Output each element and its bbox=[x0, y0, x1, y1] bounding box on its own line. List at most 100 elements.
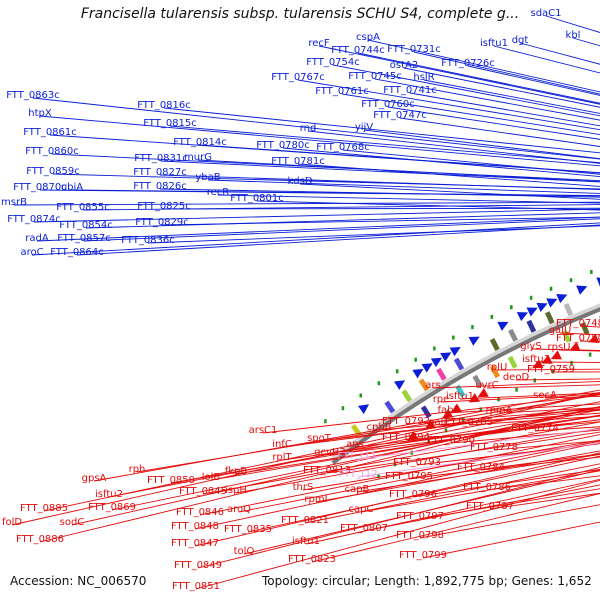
red-label-ftt-0835[interactable]: FTT_0835 bbox=[224, 524, 272, 535]
red-label-ftt-0807[interactable]: FTT_0807 bbox=[340, 523, 388, 534]
red-label-capc[interactable]: capC bbox=[349, 504, 374, 515]
blue-label-ftt-0760c[interactable]: FTT_0760c bbox=[361, 99, 415, 110]
red-label-lolb[interactable]: lolB bbox=[202, 472, 221, 483]
red-label-ftt-0794[interactable]: FTT_0794 bbox=[382, 432, 430, 443]
red-label-ftt-0785[interactable]: FTT_0785 bbox=[445, 417, 493, 428]
blue-label-ftt-0761c[interactable]: FTT_0761c bbox=[315, 86, 369, 97]
red-label-ftt-0851[interactable]: FTT_0851 bbox=[172, 581, 220, 592]
red-label-gcvh2[interactable]: gcvH2 bbox=[314, 447, 346, 458]
red-label-ftt-0793[interactable]: FTT_0793 bbox=[393, 457, 441, 468]
blue-label-ftt-0741c[interactable]: FTT_0741c bbox=[383, 85, 437, 96]
red-label-isftu1[interactable]: isftu1 bbox=[522, 354, 550, 365]
red-label-isftu2[interactable]: isftu2 bbox=[95, 489, 123, 500]
red-label-gpsa[interactable]: gpsA bbox=[82, 473, 107, 484]
red-label-gale[interactable]: galE bbox=[428, 417, 450, 428]
red-label-ftt-0850[interactable]: FTT_0850 bbox=[147, 475, 195, 486]
blue-label-kdsd[interactable]: kdsD bbox=[287, 176, 312, 187]
blue-label-ftt-0864c[interactable]: FTT_0864c bbox=[50, 247, 104, 258]
red-label-cphb[interactable]: cphB bbox=[366, 422, 391, 433]
blue-label-ftt-0747c[interactable]: FTT_0747c bbox=[373, 110, 427, 121]
blue-label-rada[interactable]: radA bbox=[25, 233, 49, 244]
red-label-aroq[interactable]: aroQ bbox=[227, 504, 251, 515]
red-label-rph[interactable]: rph bbox=[129, 464, 146, 475]
red-label-fold[interactable]: folD bbox=[2, 517, 22, 528]
red-label-rplt[interactable]: rplT bbox=[272, 452, 292, 463]
blue-label-dgt[interactable]: dgt bbox=[512, 35, 529, 46]
red-label-rpsu[interactable]: rpsU bbox=[548, 342, 571, 353]
red-label-ftt-0778[interactable]: FTT_0778 bbox=[470, 442, 518, 453]
red-label-ftt-0796[interactable]: FTT_0796 bbox=[389, 489, 437, 500]
blue-label-kbl[interactable]: kbl bbox=[566, 30, 581, 41]
red-label-ftt-0798[interactable]: FTT_0798 bbox=[396, 530, 444, 541]
blue-label-ftt-0780c[interactable]: FTT_0780c bbox=[256, 140, 310, 151]
red-label-isftu1[interactable]: isftu1 bbox=[446, 391, 474, 402]
red-label-isph[interactable]: ispH bbox=[225, 485, 247, 496]
blue-label-ftt-0855c[interactable]: FTT_0855c bbox=[56, 202, 110, 213]
red-label-ftt-0774[interactable]: FTT_0774 bbox=[511, 423, 559, 434]
red-label-glys[interactable]: glyS bbox=[520, 341, 541, 352]
red-label-ftt-0847[interactable]: FTT_0847 bbox=[171, 538, 219, 549]
red-label-ftt-0869[interactable]: FTT_0869 bbox=[88, 502, 136, 513]
red-label-galu[interactable]: galU bbox=[549, 325, 572, 336]
blue-label-ftt-0767c[interactable]: FTT_0767c bbox=[271, 72, 325, 83]
red-label-uvrc[interactable]: uvrC bbox=[475, 380, 498, 391]
blue-label-ftt-0825c[interactable]: FTT_0825c bbox=[137, 201, 191, 212]
blue-label-ftt-0863c[interactable]: FTT_0863c bbox=[6, 90, 60, 101]
red-label-ans[interactable]: ans bbox=[346, 439, 364, 450]
trna-label-ftt-t12[interactable]: FTT_t12 bbox=[338, 469, 377, 480]
red-label-ftt-0813[interactable]: FTT_0813 bbox=[303, 465, 351, 476]
blue-label-osta2[interactable]: ostA2 bbox=[390, 60, 418, 71]
blue-label-ftt-0874c[interactable]: FTT_0874c bbox=[7, 214, 61, 225]
blue-label-ftt-0816c[interactable]: FTT_0816c bbox=[137, 100, 191, 111]
red-label-ftt-0795[interactable]: FTT_0795 bbox=[385, 471, 433, 482]
red-label-ftt-0797[interactable]: FTT_0797 bbox=[396, 511, 444, 522]
red-label-isftu1[interactable]: isftu1 bbox=[292, 536, 320, 547]
red-label-ftt-0849[interactable]: FTT_0849 bbox=[174, 560, 222, 571]
red-label-rpe[interactable]: rpe bbox=[433, 394, 450, 405]
blue-label-ftt-0829c[interactable]: FTT_0829c bbox=[135, 217, 189, 228]
blue-label-sdac1[interactable]: sdaC1 bbox=[530, 8, 561, 19]
blue-label-yijv[interactable]: yijV bbox=[355, 122, 373, 133]
red-label-ftt-0786[interactable]: FTT_0786 bbox=[463, 482, 511, 493]
red-label-deod[interactable]: deoD bbox=[503, 372, 530, 383]
red-label-seca[interactable]: secA bbox=[533, 390, 557, 401]
blue-label-ftt-0831c[interactable]: FTT_0831c bbox=[134, 153, 188, 164]
red-label-infc[interactable]: infC bbox=[272, 439, 292, 450]
blue-label-hslr[interactable]: hslR bbox=[413, 72, 434, 83]
blue-label-murg[interactable]: murG bbox=[184, 152, 212, 163]
red-label-capb[interactable]: capB bbox=[345, 484, 370, 495]
blue-label-rnd[interactable]: rnd bbox=[300, 123, 317, 134]
red-label-arsc1[interactable]: arsC1 bbox=[249, 425, 278, 436]
blue-label-ftt-0827c[interactable]: FTT_0827c bbox=[133, 167, 187, 178]
blue-label-ftt-0744c[interactable]: FTT_0744c bbox=[331, 45, 385, 56]
blue-label-msrb[interactable]: msrB bbox=[1, 197, 27, 208]
red-label-rpma[interactable]: rpmA bbox=[485, 405, 512, 416]
blue-label-recr[interactable]: recR bbox=[207, 187, 230, 198]
blue-label-isftu1[interactable]: isftu1 bbox=[480, 38, 508, 49]
blue-label-ftt-0731c[interactable]: FTT_0731c bbox=[387, 44, 441, 55]
red-label-ftt-0845[interactable]: FTT_0845 bbox=[179, 486, 227, 497]
red-label-rplu[interactable]: rplU bbox=[487, 362, 508, 373]
blue-label-ftt-0814c[interactable]: FTT_0814c bbox=[173, 137, 227, 148]
blue-label-ftt-0854c[interactable]: FTT_0854c bbox=[59, 220, 113, 231]
red-label-ftt-0750[interactable]: FTT_0750 bbox=[556, 333, 600, 344]
blue-label-ftt-0754c[interactable]: FTT_0754c bbox=[306, 57, 360, 68]
red-label-tolq[interactable]: tolQ bbox=[234, 546, 255, 557]
blue-label-ftt-0826c[interactable]: FTT_0826c bbox=[133, 181, 187, 192]
blue-label-htpx[interactable]: htpX bbox=[28, 108, 52, 119]
blue-label-ftt-0768c[interactable]: FTT_0768c bbox=[316, 142, 370, 153]
blue-label-ftt-0801c[interactable]: FTT_0801c bbox=[230, 193, 284, 204]
blue-label-ftt-0815c[interactable]: FTT_0815c bbox=[143, 118, 197, 129]
red-label-spot[interactable]: spoT bbox=[307, 433, 332, 444]
red-label-rpmi[interactable]: rpmI bbox=[304, 494, 327, 505]
red-label-ftt-0821[interactable]: FTT_0821 bbox=[281, 515, 329, 526]
blue-label-ftt-0870c[interactable]: FTT_0870c bbox=[13, 182, 67, 193]
red-label-ftt-0885[interactable]: FTT_0885 bbox=[20, 503, 68, 514]
blue-label-recf[interactable]: recF bbox=[308, 38, 330, 49]
red-label-ftt-0787[interactable]: FTT_0787 bbox=[466, 501, 514, 512]
blue-label-ftt-0857c[interactable]: FTT_0857c bbox=[57, 233, 111, 244]
blue-label-ftt-0860c[interactable]: FTT_0860c bbox=[25, 146, 79, 157]
red-label-ftt-0792[interactable]: FTT_0792 bbox=[382, 416, 430, 427]
blue-label-ftt-0859c[interactable]: FTT_0859c bbox=[26, 166, 80, 177]
trna-label-ftt-t11[interactable]: FTT_t11 bbox=[337, 451, 376, 462]
